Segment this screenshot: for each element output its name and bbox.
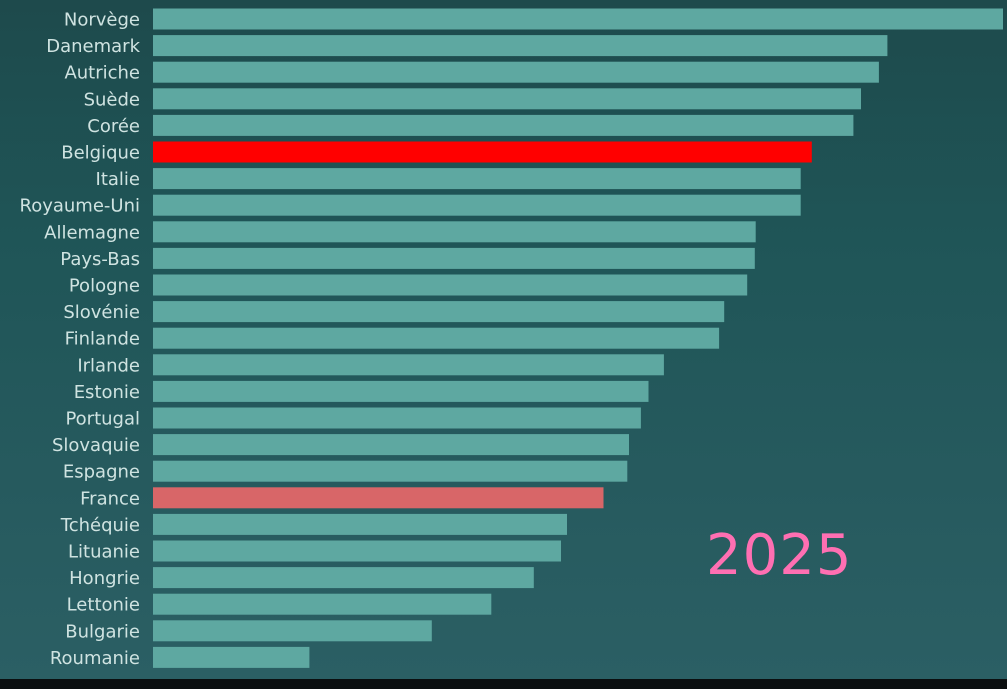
category-label-roumanie: Roumanie [50, 648, 140, 669]
category-label-coree: Corée [87, 116, 140, 137]
bar-france [153, 487, 604, 509]
category-label-france: France [80, 488, 140, 509]
bar-italie [153, 168, 801, 190]
category-label-hongrie: Hongrie [69, 568, 140, 589]
category-label-pologne: Pologne [69, 276, 140, 297]
bar-norvege [153, 8, 1003, 30]
bar-hongrie [153, 567, 534, 589]
bar-pologne [153, 274, 748, 296]
bar-espagne [153, 460, 628, 482]
category-label-italie: Italie [96, 169, 140, 190]
bar-roumanie [153, 646, 310, 668]
category-label-belgique: Belgique [61, 143, 140, 164]
category-label-danemark: Danemark [46, 36, 140, 57]
bar-allemagne [153, 221, 756, 243]
bar-belgique [153, 141, 812, 163]
category-label-estonie: Estonie [74, 382, 140, 403]
category-label-finlande: Finlande [65, 329, 140, 350]
category-label-portugal: Portugal [65, 409, 140, 430]
bar-suede [153, 88, 861, 110]
category-label-lituanie: Lituanie [68, 542, 140, 563]
category-label-autriche: Autriche [64, 63, 140, 84]
category-label-irlande: Irlande [77, 355, 140, 376]
bar-slovaquie [153, 434, 629, 456]
bar-royaume-uni [153, 194, 801, 216]
bar-tchequie [153, 513, 567, 535]
bar-bulgarie [153, 620, 432, 642]
category-label-pays-bas: Pays-Bas [60, 249, 140, 270]
category-label-slovenie: Slovénie [63, 302, 140, 323]
category-label-lettonie: Lettonie [67, 595, 140, 616]
category-label-suede: Suède [84, 89, 140, 110]
category-label-royaume-uni: Royaume-Uni [20, 196, 141, 217]
bar-lettonie [153, 593, 492, 615]
bar-irlande [153, 354, 664, 376]
bar-portugal [153, 407, 641, 429]
bar-coree [153, 114, 854, 136]
category-label-norvege: Norvège [64, 10, 140, 31]
bars [153, 8, 1003, 668]
bar-estonie [153, 380, 649, 402]
category-labels: Norvège Danemark Autriche Suède Corée Belgiqu… [20, 10, 141, 669]
bar-slovenie [153, 301, 725, 323]
category-label-espagne: Espagne [63, 462, 140, 483]
bar-finlande [153, 327, 720, 349]
bar-lituanie [153, 540, 561, 562]
category-label-slovaquie: Slovaquie [52, 435, 140, 456]
category-label-tchequie: Tchéquie [60, 515, 140, 536]
bar-danemark [153, 35, 888, 57]
year-annotation: 2025 [706, 523, 853, 588]
category-label-allemagne: Allemagne [44, 222, 140, 243]
bar-pays-bas [153, 247, 755, 269]
bar-autriche [153, 61, 879, 83]
category-label-bulgarie: Bulgarie [65, 621, 140, 642]
